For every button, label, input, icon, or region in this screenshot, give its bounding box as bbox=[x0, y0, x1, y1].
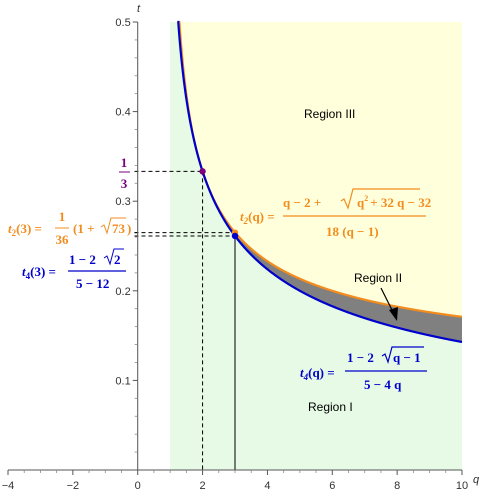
t2-at-3-formula: t2(3) = 1 36 (1 + 73 ) bbox=[8, 209, 131, 247]
one-third-numerator: 1 bbox=[121, 155, 128, 170]
x-tick-label-4: 4 bbox=[264, 480, 270, 492]
y-tick-label-3: 0.4 bbox=[115, 107, 130, 119]
svg-text:t2(3) =: t2(3) = bbox=[8, 221, 42, 238]
t4-3-lhs: (3) = bbox=[30, 264, 56, 279]
x-tick-label-6: 8 bbox=[394, 480, 400, 492]
region-ii-arrow bbox=[380, 287, 398, 321]
svg-text:t4(3) =: t4(3) = bbox=[22, 264, 56, 281]
t2-numerator-a: q − 2 + bbox=[283, 195, 321, 210]
region-i-label: Region I bbox=[308, 400, 353, 414]
t2-3-lhs: (3) = bbox=[16, 221, 42, 236]
svg-text:q2+ 32 q − 32: q2 + 32 q − 32 bbox=[357, 194, 431, 210]
x-tick-label-2: 0 bbox=[135, 480, 141, 492]
y-axis-label: t bbox=[137, 3, 141, 15]
region-iii-label: Region III bbox=[304, 107, 355, 121]
key-point-2 bbox=[231, 232, 239, 240]
key-point-0 bbox=[199, 168, 206, 175]
t4-3-symbol: t bbox=[22, 264, 26, 279]
t4-formula: t4(q) = 1 − 2 q − 1 5 − 4 q bbox=[300, 346, 427, 392]
t2-symbol: t bbox=[240, 209, 244, 224]
t4-3-numerator: 1 − 2 bbox=[69, 252, 96, 267]
t2-denominator: 18 (q − 1) bbox=[326, 224, 379, 239]
one-third-denominator: 3 bbox=[121, 176, 128, 191]
t4-argument: (q) = bbox=[308, 365, 335, 380]
t4-at-3-formula: t4(3) = 1 − 2 2 5 − 12 bbox=[22, 248, 126, 291]
y-tick-label-4: 0.5 bbox=[115, 17, 130, 29]
t2-numerator-b: + 32 q − 32 bbox=[370, 195, 431, 210]
x-tick-label-3: 2 bbox=[200, 480, 206, 492]
t2-3-numerator: 1 bbox=[59, 209, 66, 224]
y-tick-label-2: 0.3 bbox=[115, 196, 130, 208]
y-tick-label-0: 0.1 bbox=[115, 375, 130, 387]
svg-text:t4(q) =: t4(q) = bbox=[300, 365, 335, 382]
t2-3-close: ) bbox=[127, 221, 131, 236]
t4-3-sqrt-sign bbox=[103, 248, 124, 266]
t2-3-sqrt-value: 73 bbox=[112, 221, 126, 236]
t2-3-paren: (1 + bbox=[73, 221, 95, 236]
t4-denominator: 5 − 4 q bbox=[364, 377, 402, 392]
t2-argument: (q) = bbox=[248, 209, 275, 224]
t2-3-sqrt-sign bbox=[100, 217, 126, 235]
guide-lines bbox=[134, 170, 236, 470]
x-tick-label-1: −2 bbox=[67, 480, 80, 492]
y-tick-label-1: 0.2 bbox=[115, 286, 130, 298]
points bbox=[199, 168, 239, 240]
t2-numerator-q: q bbox=[357, 195, 365, 210]
svg-text:q − 2 +: q − 2 + bbox=[283, 195, 321, 210]
series-t2q bbox=[178, 20, 463, 318]
series-t4q bbox=[177, 20, 463, 344]
x-tick-label-5: 6 bbox=[329, 480, 335, 492]
t4-sqrt-sign bbox=[381, 346, 424, 364]
t4-symbol: t bbox=[300, 365, 304, 380]
t2-3-subscript: 2 bbox=[12, 228, 17, 238]
region-ii-label: Region II bbox=[354, 271, 402, 285]
t2-subscript: 2 bbox=[243, 216, 249, 226]
t4-numerator-sqrt: q − 1 bbox=[393, 350, 421, 365]
axes: −4 −2 0 2 4 6 8 10 0.1 0.2 0.3 0.4 0.5 bbox=[2, 17, 468, 492]
t4-numerator: 1 − 2 bbox=[347, 350, 374, 365]
curves bbox=[177, 20, 463, 344]
t4-subscript: 4 bbox=[303, 372, 309, 382]
t2-numerator-exp: 2 bbox=[364, 194, 368, 203]
x-tick-label-0: −4 bbox=[2, 480, 15, 492]
t4-3-subscript: 4 bbox=[26, 271, 31, 281]
t4-3-denominator: 5 − 12 bbox=[76, 276, 109, 291]
x-tick-label-7: 10 bbox=[456, 480, 468, 492]
t2-3-symbol: t bbox=[8, 221, 12, 236]
one-third-label: 1 3 bbox=[119, 155, 130, 191]
t2-sqrt-sign bbox=[340, 188, 420, 210]
t2-3-denominator: 36 bbox=[56, 232, 70, 247]
x-axis-label: q bbox=[473, 474, 480, 486]
svg-text:t2(q) =: t2(q) = bbox=[240, 209, 275, 226]
t2-formula: t2(q) = q − 2 + q2 + 32 q − 32 18 (q − 1) bbox=[240, 188, 431, 239]
t4-3-sqrt-value: 2 bbox=[114, 252, 121, 267]
